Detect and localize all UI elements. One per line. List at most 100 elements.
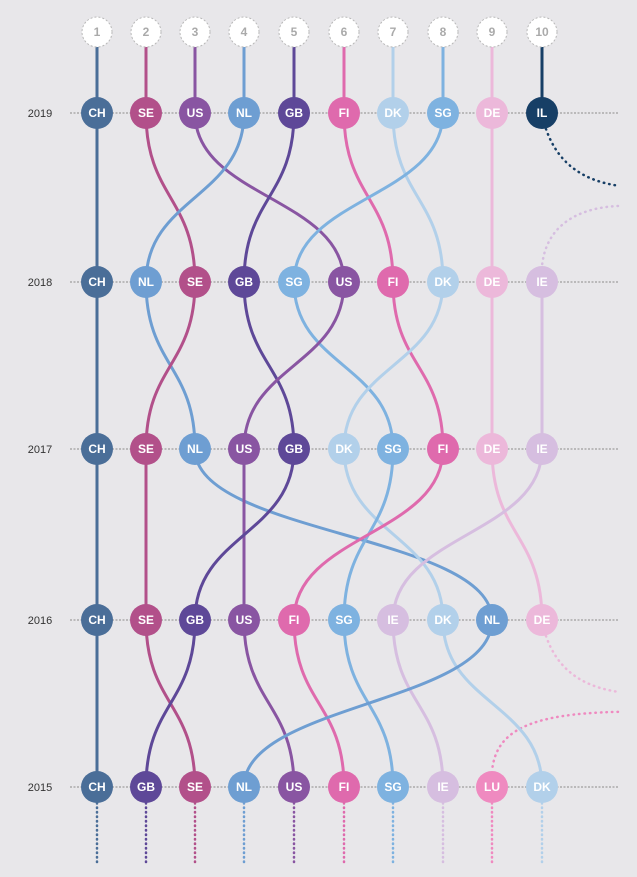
rank-header-circle bbox=[328, 16, 360, 48]
flow-line-dk bbox=[342, 448, 445, 621]
rank-header-circle bbox=[228, 16, 260, 48]
node-label: FI bbox=[438, 442, 449, 456]
node-label: IE bbox=[387, 613, 398, 627]
node-label: DK bbox=[434, 613, 452, 627]
node-circle bbox=[377, 97, 409, 129]
rank-header-circle bbox=[377, 16, 409, 48]
node-circle bbox=[526, 433, 558, 465]
node-label: CH bbox=[88, 613, 105, 627]
year-label: 2016 bbox=[28, 615, 52, 627]
node-label: DK bbox=[533, 780, 551, 794]
node-label: SE bbox=[187, 275, 203, 289]
node-label: US bbox=[286, 780, 303, 794]
rank-header-circle bbox=[427, 16, 459, 48]
flow-line-us bbox=[242, 619, 296, 788]
node-label: IE bbox=[536, 442, 547, 456]
rank-label: 3 bbox=[192, 25, 199, 39]
flow-line-gb bbox=[193, 448, 296, 621]
rank-header-circle bbox=[526, 16, 558, 48]
node-circle bbox=[476, 266, 508, 298]
node-circle bbox=[228, 771, 260, 803]
node-circle bbox=[328, 604, 360, 636]
node-circle bbox=[427, 771, 459, 803]
node-circle bbox=[526, 266, 558, 298]
node-circle bbox=[377, 433, 409, 465]
node-label: DK bbox=[384, 106, 402, 120]
node-label: FI bbox=[289, 613, 300, 627]
node-circle bbox=[328, 266, 360, 298]
node-circle bbox=[179, 433, 211, 465]
node-circle bbox=[526, 771, 558, 803]
flow-line-nl bbox=[193, 448, 494, 621]
flow-line-us bbox=[242, 281, 346, 450]
node-label: SG bbox=[434, 106, 451, 120]
rank-header-circle bbox=[81, 16, 113, 48]
rank-label: 7 bbox=[390, 25, 397, 39]
flow-line-dk bbox=[391, 112, 445, 283]
flow-line-ie bbox=[391, 619, 445, 788]
flow-line-fi bbox=[391, 281, 445, 450]
node-label: SE bbox=[138, 442, 154, 456]
entry-line-ie bbox=[540, 204, 620, 268]
node-circle bbox=[278, 266, 310, 298]
node-circle bbox=[278, 604, 310, 636]
node-circle bbox=[377, 266, 409, 298]
exit-line-il bbox=[544, 127, 620, 187]
node-label: NL bbox=[187, 442, 203, 456]
node-label: US bbox=[187, 106, 204, 120]
rank-header-circle bbox=[130, 16, 162, 48]
node-circle bbox=[278, 97, 310, 129]
node-label: US bbox=[236, 442, 253, 456]
flow-line-ie bbox=[391, 448, 544, 621]
node-circle bbox=[81, 433, 113, 465]
node-label: NL bbox=[138, 275, 154, 289]
node-circle bbox=[179, 771, 211, 803]
rank-label: 2 bbox=[143, 25, 150, 39]
node-circle bbox=[427, 266, 459, 298]
node-circle bbox=[228, 266, 260, 298]
node-label: DE bbox=[484, 442, 501, 456]
node-label: SG bbox=[384, 442, 401, 456]
node-circle bbox=[328, 771, 360, 803]
node-circle bbox=[179, 97, 211, 129]
node-circle bbox=[179, 604, 211, 636]
rank-header-circle bbox=[278, 16, 310, 48]
rank-stub-lines bbox=[95, 47, 544, 868]
rank-header-circle bbox=[179, 16, 211, 48]
node-label: FI bbox=[339, 106, 350, 120]
rank-header-circle bbox=[476, 16, 508, 48]
node-label: IE bbox=[536, 275, 547, 289]
year-label: 2015 bbox=[28, 782, 52, 794]
node-label: CH bbox=[88, 106, 105, 120]
node-label: FI bbox=[388, 275, 399, 289]
flow-line-nl bbox=[144, 112, 246, 283]
rank-label: 10 bbox=[535, 25, 549, 39]
flow-line-fi bbox=[292, 448, 445, 621]
node-label: SE bbox=[187, 780, 203, 794]
year-label: 2018 bbox=[28, 277, 52, 289]
node-label: SG bbox=[384, 780, 401, 794]
flow-line-nl bbox=[242, 619, 494, 788]
node-circle bbox=[130, 771, 162, 803]
node-label: NL bbox=[236, 780, 252, 794]
node-circle bbox=[130, 97, 162, 129]
year-label: 2017 bbox=[28, 444, 52, 456]
node-label: FI bbox=[339, 780, 350, 794]
node-circle bbox=[526, 604, 558, 636]
rank-label: 6 bbox=[341, 25, 348, 39]
node-label: GB bbox=[235, 275, 253, 289]
node-label: IE bbox=[437, 780, 448, 794]
flow-line-de bbox=[490, 448, 544, 621]
node-circle bbox=[81, 604, 113, 636]
node-circle bbox=[476, 97, 508, 129]
node-label: CH bbox=[88, 442, 105, 456]
node-label: LU bbox=[484, 780, 500, 794]
node-label: NL bbox=[484, 613, 500, 627]
node-circle bbox=[81, 97, 113, 129]
node-label: US bbox=[336, 275, 353, 289]
rank-label: 9 bbox=[489, 25, 496, 39]
flow-line-gb bbox=[242, 281, 296, 450]
entry-exit-lines bbox=[490, 127, 620, 773]
flow-line-se bbox=[144, 281, 197, 450]
